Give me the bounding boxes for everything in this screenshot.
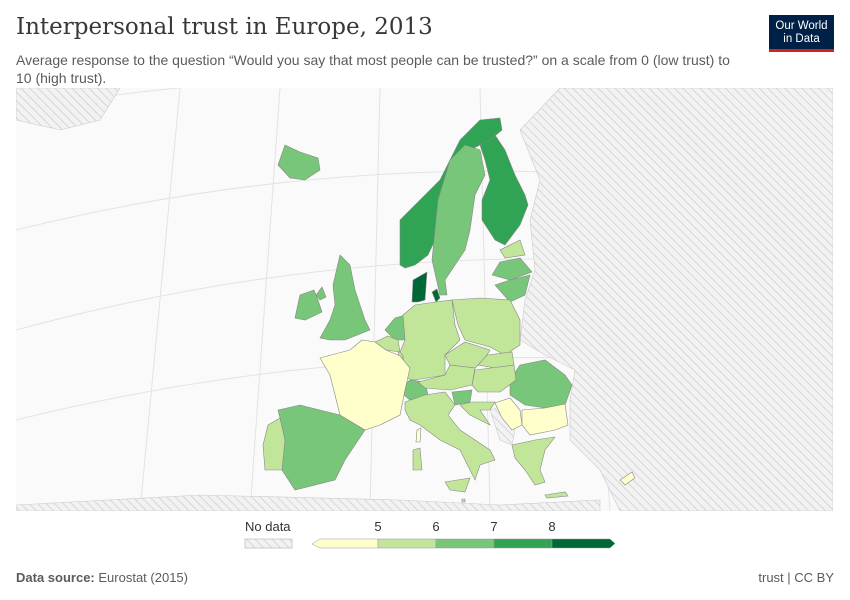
country-united-kingdom[interactable] — [319, 254, 371, 341]
footer-source: Data source: Eurostat (2015) — [16, 570, 188, 585]
country-portugal[interactable] — [262, 417, 286, 471]
source-link[interactable]: Eurostat (2015) — [98, 570, 188, 585]
chart-title: Interpersonal trust in Europe, 2013 — [16, 14, 433, 40]
country-united-kingdom[interactable] — [315, 286, 327, 301]
legend: No data 5 6 7 8 — [244, 519, 616, 549]
no-data-regions — [16, 88, 833, 511]
country-italy[interactable] — [444, 477, 471, 493]
country-denmark[interactable] — [411, 271, 428, 303]
chart-subtitle: Average response to the question “Would … — [16, 52, 730, 86]
footer-license[interactable]: trust | CC BY — [758, 570, 834, 585]
country-slovenia[interactable] — [451, 389, 473, 406]
legend-bin-1[interactable] — [377, 538, 437, 549]
country-denmark[interactable] — [431, 288, 441, 303]
country-cyprus[interactable] — [619, 471, 636, 486]
country-lithuania[interactable] — [494, 274, 531, 303]
country-latvia[interactable] — [491, 257, 533, 281]
legend-tick-label: 7 — [490, 519, 497, 534]
legend-bin-2[interactable] — [435, 538, 495, 549]
country-greece[interactable] — [511, 436, 556, 486]
country-iceland[interactable] — [277, 144, 321, 181]
country-sweden[interactable] — [431, 144, 486, 296]
legend-no-data-swatch — [244, 538, 293, 549]
legend-tick-label: 6 — [432, 519, 439, 534]
country-estonia[interactable] — [499, 239, 526, 259]
logo-line-2: in Data — [783, 33, 820, 45]
country-hungary[interactable] — [471, 364, 517, 393]
legend-bin-0[interactable] — [311, 538, 379, 549]
logo-line-1: Our World — [775, 20, 828, 32]
europe-map — [16, 88, 833, 511]
country-france[interactable] — [415, 427, 422, 443]
owid-logo[interactable]: Our World in Data — [769, 15, 834, 52]
country-germany[interactable] — [399, 299, 461, 381]
country-romania[interactable] — [509, 359, 573, 409]
country-croatia[interactable] — [459, 401, 496, 426]
country-ireland[interactable] — [294, 289, 323, 321]
country-italy[interactable] — [404, 391, 496, 481]
country-bulgaria[interactable] — [521, 403, 569, 436]
legend-no-data-label: No data — [245, 519, 291, 534]
country-italy[interactable] — [412, 447, 423, 471]
source-label: Data source: — [16, 570, 95, 585]
country-poland[interactable] — [451, 297, 521, 356]
legend-bin-3[interactable] — [493, 538, 553, 549]
legend-tick-label: 8 — [548, 519, 555, 534]
country-malta[interactable] — [461, 498, 466, 503]
country-finland[interactable] — [479, 134, 529, 246]
legend-bin-4[interactable] — [551, 538, 616, 549]
country-serbia[interactable] — [494, 397, 523, 431]
legend-tick-label: 5 — [374, 519, 381, 534]
country-greece[interactable] — [544, 491, 569, 499]
country-france[interactable] — [319, 339, 411, 431]
